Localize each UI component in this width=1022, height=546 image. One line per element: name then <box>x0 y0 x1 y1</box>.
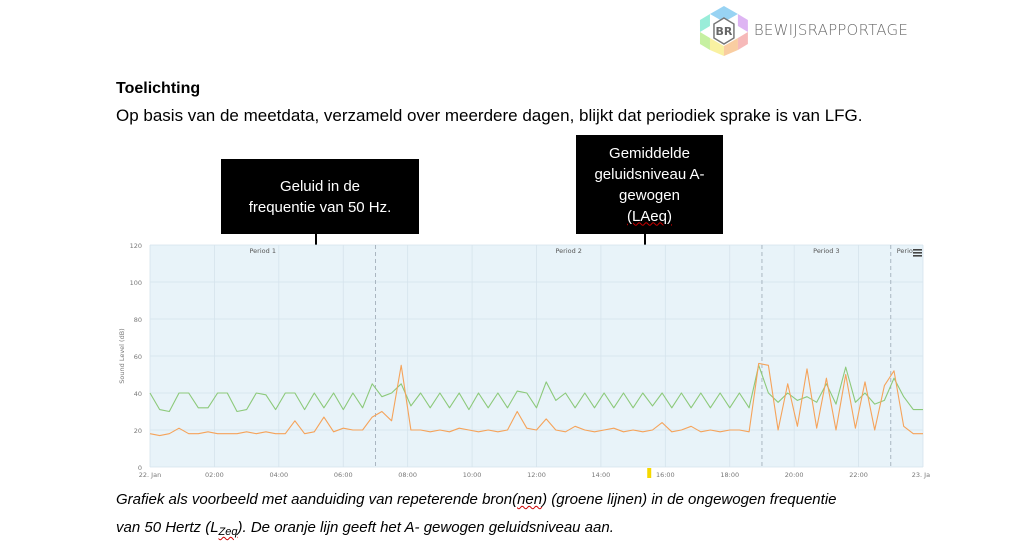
chart-menu-icon <box>913 249 922 251</box>
chart-menu-icon <box>913 252 922 254</box>
x-tick-label: 22:00 <box>849 471 868 479</box>
x-tick-label: 04:00 <box>269 471 288 479</box>
x-tick-label: 12:00 <box>527 471 546 479</box>
x-tick-label: 02:00 <box>205 471 224 479</box>
x-tick-label: 08:00 <box>398 471 417 479</box>
green-line-series <box>149 364 923 413</box>
caption-line-1: Grafiek als voorbeeld met aanduiding van… <box>116 491 837 508</box>
period-label: Period 1 <box>249 247 275 255</box>
y-tick-label: 0 <box>138 464 142 472</box>
y-tick-label: 40 <box>134 390 142 398</box>
y-tick-label: 120 <box>130 242 142 250</box>
period-label: Period 2 <box>555 247 581 255</box>
period-label: Period 3 <box>813 247 839 255</box>
intro-paragraph: Op basis van de meetdata, verzameld over… <box>116 106 863 125</box>
x-tick-label: 18:00 <box>720 471 739 479</box>
callout-line: (LAeq) <box>626 207 672 225</box>
callout-laeq: Gemiddelde geluidsniveau A- gewogen (LAe… <box>576 135 723 234</box>
x-tick-label: 10:00 <box>463 471 482 479</box>
svg-text:BR: BR <box>716 25 733 38</box>
y-tick-label: 20 <box>134 427 142 435</box>
time-marker <box>647 468 652 478</box>
callout-line: geluidsniveau A- <box>594 165 705 183</box>
y-axis-label: Sound Level (dB) <box>118 328 126 383</box>
period-label: Perio <box>897 247 913 255</box>
brand-name: BEWIJSRAPPORTAGE <box>753 21 908 39</box>
x-tick-label: 23. Jan <box>912 471 930 479</box>
callout-line: Gemiddelde <box>609 144 690 162</box>
y-tick-label: 80 <box>134 316 142 324</box>
section-heading: Toelichting <box>116 80 201 97</box>
y-tick-label: 100 <box>130 279 142 287</box>
callout-50hz: Geluid in de frequentie van 50 Hz. <box>221 159 419 234</box>
sound-level-chart: 0 20 40 60 80 100 120 22. Jan 02:00 04:00 06:00 08:… <box>118 242 930 479</box>
callout-line: frequentie van 50 Hz. <box>248 198 392 216</box>
callout-line: gewogen <box>619 186 680 204</box>
x-tick-label: 14:00 <box>592 471 611 479</box>
caption-line-2: van 50 Hertz (LZeq). De oranje lijn geef… <box>116 519 614 538</box>
x-tick-label: 16:00 <box>656 471 675 479</box>
x-tick-label: 22. Jan <box>139 471 161 479</box>
chart-menu-icon <box>913 255 922 257</box>
brand-logo: BR BEWIJSRAPPORTAGE <box>698 4 908 56</box>
x-tick-label: 06:00 <box>334 471 353 479</box>
logo-cube-icon: BR <box>699 6 748 56</box>
callout-line: Geluid in de <box>279 177 361 195</box>
x-tick-label: 20:00 <box>785 471 804 479</box>
chart-caption: Grafiek als voorbeeld met aanduiding van… <box>116 486 916 546</box>
orange-line-series <box>149 362 923 437</box>
y-tick-label: 60 <box>134 353 142 361</box>
